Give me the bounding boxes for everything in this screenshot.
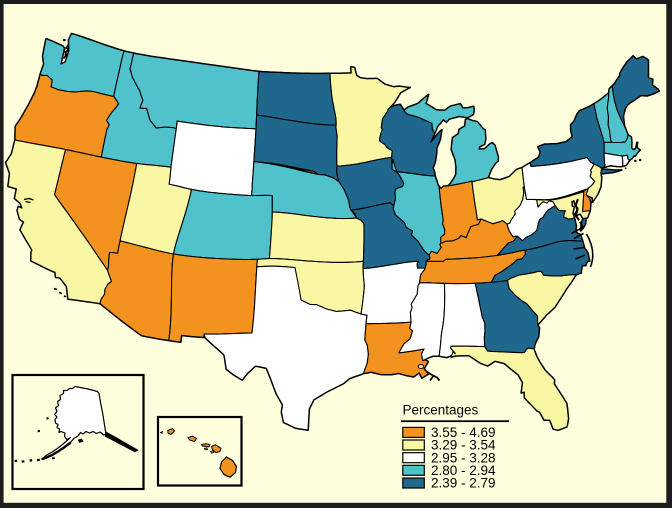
svg-text:2.39 - 2.79: 2.39 - 2.79 xyxy=(431,476,496,491)
svg-text:2.80 - 2.94: 2.80 - 2.94 xyxy=(431,463,496,478)
svg-text:Percentages: Percentages xyxy=(403,403,479,418)
svg-text:2.95 - 3.28: 2.95 - 3.28 xyxy=(431,450,496,465)
svg-text:3.55 - 4.69: 3.55 - 4.69 xyxy=(431,425,496,440)
svg-text:3.29 - 3.54: 3.29 - 3.54 xyxy=(431,438,496,453)
